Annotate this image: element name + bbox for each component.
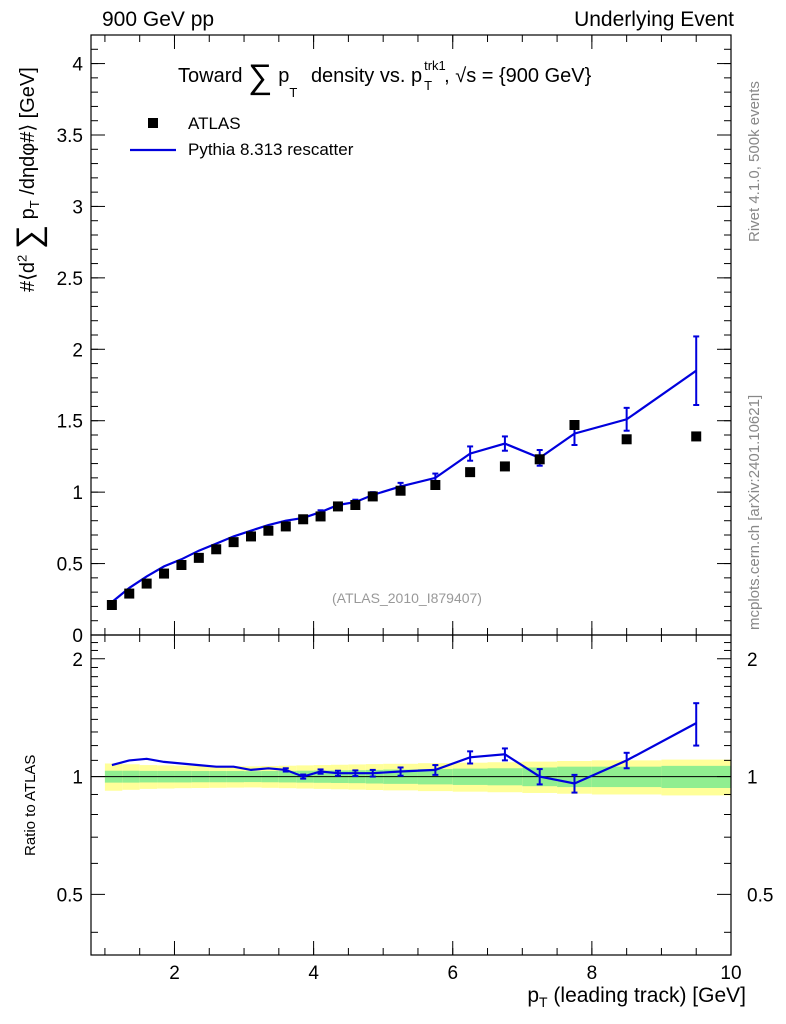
- title-sum: ∑: [248, 58, 273, 96]
- title-p-sub: T: [289, 85, 298, 100]
- plot-title: Toward ∑ pT density vs. p trk1 T, √s = {900…: [178, 52, 592, 100]
- data-point: [350, 500, 361, 510]
- data-point: [465, 467, 476, 478]
- data-point: [691, 431, 702, 442]
- legend-mc-label: Pythia 8.313 rescatter: [188, 140, 354, 159]
- x-tick-label: 4: [308, 963, 319, 984]
- title-p: p: [278, 65, 290, 87]
- data-point: [534, 454, 545, 465]
- main-ytick-label: 2.5: [57, 269, 83, 290]
- title-mid: density vs. p: [310, 65, 423, 87]
- data-point: [246, 531, 256, 542]
- x-axis-label: pT (leading track) [GeV]: [527, 984, 746, 1010]
- main-ytick-label: 0.5: [57, 555, 83, 576]
- main-ytick-label: 4: [72, 55, 83, 76]
- data-point: [211, 544, 222, 555]
- analysis-watermark: (ATLAS_2010_I879407): [332, 590, 482, 606]
- x-tick-label: 8: [587, 963, 598, 984]
- title-post: , √s = {900 GeV}: [444, 65, 592, 87]
- ylabel-pre: #⟨d: [17, 261, 39, 292]
- ratio-ytick-label-right: 2: [747, 650, 758, 671]
- legend-data-marker: [148, 118, 158, 128]
- main-ylabel: #⟨d2 ∑ pT /dηdφ#⟩ [GeV]: [4, 67, 48, 292]
- data-point: [228, 537, 239, 548]
- x-tick-label: 2: [169, 963, 180, 984]
- main-series: [106, 335, 702, 610]
- ratio-bands: [91, 759, 731, 796]
- data-point: [367, 491, 378, 502]
- data-point: [124, 588, 135, 599]
- title-mid-sub: T: [424, 78, 433, 93]
- data-point: [263, 525, 274, 536]
- ylabel-sum: ∑: [10, 224, 48, 250]
- ratio-line: [111, 722, 697, 785]
- main-ytick-label: 1.5: [57, 412, 83, 433]
- ratio-series: [111, 702, 700, 794]
- legend-data-label: ATLAS: [188, 114, 241, 133]
- header-left: 900 GeV pp: [102, 8, 215, 31]
- main-ytick-label: 2: [72, 340, 83, 361]
- ylabel-post: /dηdφ#⟩ [GeV]: [17, 67, 39, 201]
- ratio-ylabel: Ratio to ATLAS: [22, 754, 39, 856]
- xlabel-p: p: [527, 984, 540, 1007]
- ylabel-sub: T: [27, 200, 42, 209]
- data-point: [395, 485, 406, 496]
- x-tick-label: 6: [447, 963, 458, 984]
- ratio-ytick-label: 2: [72, 650, 83, 671]
- mcplots-label: mcplots.cern.ch [arXiv:2401.10621]: [746, 394, 763, 630]
- ratio-ytick-label-right: 1: [747, 768, 758, 789]
- ylabel-p: p: [17, 208, 39, 220]
- main-ytick-label: 0: [72, 626, 83, 647]
- legend: [130, 118, 176, 152]
- ylabel-sup: 2: [14, 254, 30, 262]
- title-mid-sup: trk1: [424, 58, 446, 73]
- data-point: [332, 501, 343, 512]
- panel-frames: [90, 34, 732, 956]
- xlabel-rest: (leading track) [GeV]: [547, 984, 746, 1007]
- data-point: [315, 511, 326, 522]
- main-panel-frame: [90, 34, 732, 636]
- data-point: [298, 514, 309, 525]
- data-point: [621, 434, 632, 445]
- x-tick-label: 10: [720, 963, 741, 984]
- main-ytick-label: 3: [72, 197, 83, 218]
- ratio-ytick-label: 1: [72, 768, 83, 789]
- rivet-label: Rivet 4.1.0, 500k events: [746, 81, 763, 242]
- ratio-ytick-label: 0.5: [57, 885, 83, 906]
- data-point: [569, 420, 580, 430]
- data-point: [159, 568, 170, 579]
- ratio-panel-ticks: 0.5 0.5 1 1 2 2 2 4 6 8 10: [57, 635, 773, 984]
- data-point: [141, 578, 152, 589]
- ratio-ytick-label-right: 0.5: [747, 885, 773, 906]
- data-point: [280, 521, 291, 532]
- main-panel-ticks: 0 0.5 1 1.5 2 2.5 3 3.5 4: [57, 35, 732, 647]
- xlabel-sub: T: [539, 994, 548, 1011]
- data-point: [106, 600, 117, 610]
- main-ytick-label: 3.5: [57, 126, 83, 147]
- header-right: Underlying Event: [574, 8, 734, 31]
- data-point: [499, 461, 510, 472]
- main-ytick-label: 1: [72, 483, 83, 504]
- ratio-panel-frame: [90, 634, 732, 956]
- data-point: [176, 560, 187, 570]
- title-pre: Toward: [178, 65, 243, 87]
- data-point: [193, 552, 204, 563]
- data-point: [430, 480, 441, 490]
